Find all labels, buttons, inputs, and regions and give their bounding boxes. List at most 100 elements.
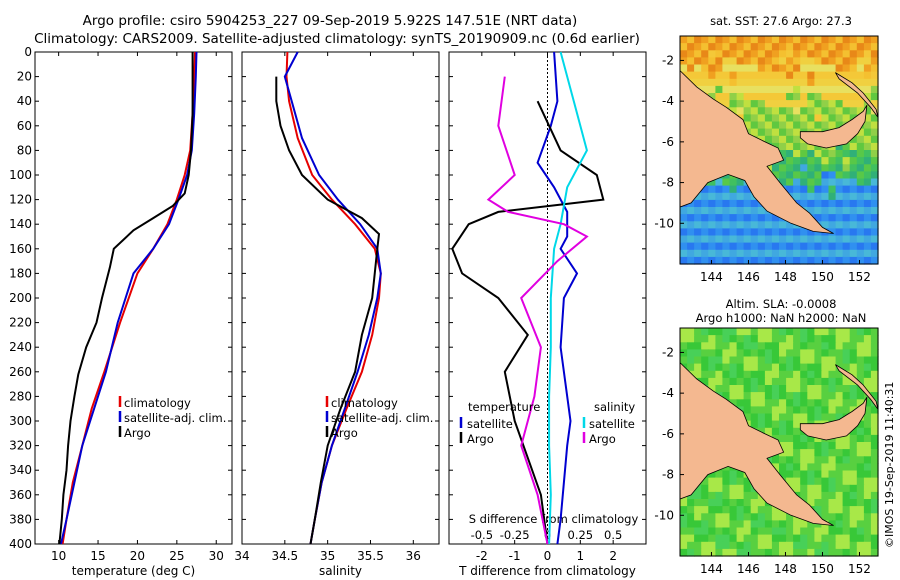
map-cell (842, 100, 851, 108)
map-cell (849, 199, 858, 208)
map-cell (856, 107, 865, 115)
map-cell (764, 541, 773, 550)
map-cell (729, 199, 738, 208)
map-cell (743, 199, 752, 208)
map-cell (870, 335, 879, 343)
map-cell (743, 100, 752, 108)
map-cell (680, 207, 688, 215)
legend-entry: Argo (331, 426, 358, 440)
map-cell (722, 335, 731, 343)
map-cell (849, 328, 858, 336)
map-cell (715, 85, 724, 94)
map-cell (687, 57, 695, 66)
legend-entry: climatology (331, 396, 398, 410)
map-cell (750, 513, 759, 521)
map-cell (729, 534, 738, 543)
map-cell (828, 534, 837, 543)
map-cell (800, 114, 808, 123)
map-cell (835, 349, 844, 358)
map-cell (800, 356, 808, 365)
map-cell (687, 548, 695, 557)
map-cell (835, 142, 844, 151)
map-cell (757, 71, 766, 80)
y-tick-label: 360 (9, 488, 32, 502)
map-cell (729, 356, 738, 365)
map-cell (715, 356, 724, 365)
map-cell (870, 57, 879, 66)
map-cell (870, 377, 879, 386)
map-cell (821, 64, 830, 73)
map-cell (764, 506, 773, 514)
map-cell (764, 71, 773, 80)
map-cell (849, 356, 858, 365)
map-cell (863, 349, 872, 358)
map-cell (842, 242, 851, 251)
map-cell (708, 328, 716, 336)
map-cell (849, 93, 858, 101)
map-cell (757, 114, 766, 123)
map-cell (793, 185, 801, 194)
map-cell (821, 534, 830, 543)
map-cell (694, 249, 702, 258)
map-cell (743, 64, 752, 73)
map-cell (771, 64, 780, 73)
map-cell (849, 370, 858, 379)
map-cell (729, 71, 738, 80)
map-cell (814, 36, 823, 44)
map-cell (849, 71, 858, 80)
map-cell (743, 249, 752, 258)
map-cell (821, 499, 830, 507)
map-cell (722, 242, 731, 251)
map-cell (814, 363, 823, 372)
map-cell (807, 477, 815, 486)
map-cell (835, 541, 844, 550)
map-cell (750, 349, 759, 358)
map-cell (870, 420, 879, 429)
map-cell (856, 449, 865, 457)
top-tick-label: 0 (544, 528, 551, 542)
map-cell (849, 399, 858, 407)
map-cell (807, 456, 815, 464)
map-cell (757, 256, 766, 265)
map-cell (786, 456, 794, 464)
map-cell (687, 356, 695, 365)
map-cell (849, 214, 858, 222)
map-cell (807, 335, 815, 343)
map-cell (771, 214, 780, 222)
map-cell (722, 499, 731, 507)
map-cell (771, 520, 780, 529)
map-cell (814, 356, 823, 365)
map-cell (708, 185, 716, 194)
map-cell (722, 377, 731, 386)
map-cell (814, 491, 823, 500)
map-cell (814, 43, 823, 51)
map-cell (736, 342, 745, 350)
map-cell (694, 192, 702, 201)
map-cell (793, 36, 801, 44)
map-cell (764, 93, 773, 101)
map-cell (786, 335, 794, 343)
map-cell (694, 221, 702, 229)
map-cell (722, 513, 731, 521)
map-cell (715, 377, 724, 386)
map-cell (701, 335, 709, 343)
map-cell (715, 534, 724, 543)
map-cell (807, 93, 815, 101)
map-cell (779, 57, 787, 66)
map-cell (842, 377, 851, 386)
map-cell (750, 534, 759, 543)
map-cell (835, 470, 844, 479)
map-cell (800, 484, 808, 493)
y-tick-label: 100 (9, 168, 32, 182)
map-cell (856, 207, 865, 215)
map-cell (779, 228, 787, 237)
map-cell (779, 100, 787, 108)
map-cell (687, 520, 695, 529)
map-cell (743, 214, 752, 222)
map-cell (856, 256, 865, 265)
map-y-tick-label: -6 (662, 427, 674, 441)
map-cell (764, 427, 773, 436)
map-cell (835, 249, 844, 258)
map-cell (800, 456, 808, 464)
map-cell (800, 442, 808, 450)
